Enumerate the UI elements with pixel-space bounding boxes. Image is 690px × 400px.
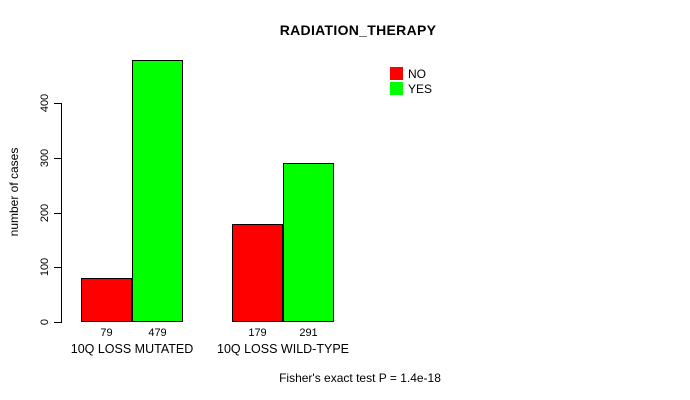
y-tick-label: 0 bbox=[39, 318, 51, 326]
y-tick-mark bbox=[54, 267, 61, 268]
y-axis-line bbox=[61, 103, 62, 323]
legend-label: YES bbox=[408, 81, 433, 96]
legend-item-yes: YES bbox=[390, 81, 432, 96]
category-label: 10Q LOSS MUTATED bbox=[70, 342, 194, 356]
y-axis-label: number of cases bbox=[7, 147, 21, 237]
bar-no-2 bbox=[232, 224, 283, 322]
y-tick-label: 100 bbox=[39, 257, 51, 277]
y-tick-label: 400 bbox=[39, 93, 51, 113]
legend-swatch-yes bbox=[390, 82, 403, 95]
y-tick-mark bbox=[54, 158, 61, 159]
legend-swatch-no bbox=[390, 67, 403, 80]
bar-yes-1 bbox=[132, 60, 183, 322]
y-tick-label: 200 bbox=[39, 203, 51, 223]
bar-value-label: 479 bbox=[148, 327, 167, 339]
y-tick-mark bbox=[54, 322, 61, 323]
y-tick-mark bbox=[54, 103, 61, 104]
bar-value-label: 291 bbox=[299, 327, 318, 339]
legend: NO YES bbox=[390, 66, 432, 96]
fisher-test-annotation: Fisher's exact test P = 1.4e-18 bbox=[279, 371, 441, 385]
legend-item-no: NO bbox=[390, 66, 432, 81]
bar-value-label: 79 bbox=[100, 327, 113, 339]
bar-value-label: 179 bbox=[248, 327, 267, 339]
legend-label: NO bbox=[408, 66, 426, 81]
bar-yes-2 bbox=[283, 163, 334, 322]
category-label: 10Q LOSS WILD-TYPE bbox=[217, 342, 349, 356]
y-tick-mark bbox=[54, 213, 61, 214]
chart-title: RADIATION_THERAPY bbox=[279, 22, 437, 38]
y-tick-label: 300 bbox=[39, 148, 51, 168]
bar-no-1 bbox=[81, 278, 132, 322]
